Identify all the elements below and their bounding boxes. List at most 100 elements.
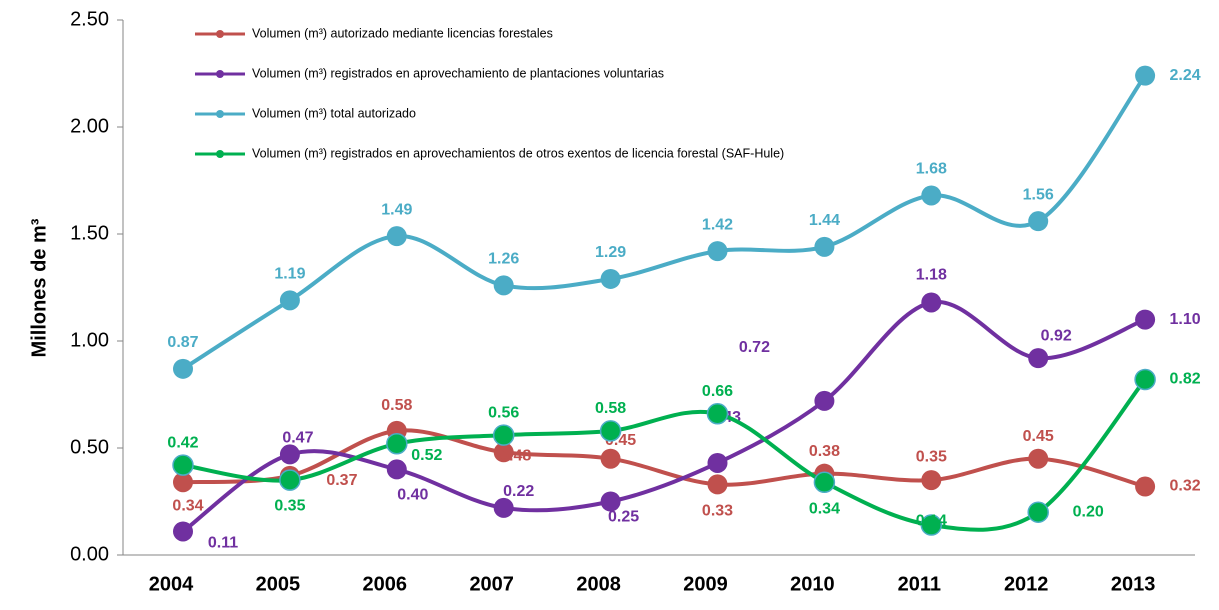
data-point <box>1028 448 1049 469</box>
value-label: 1.29 <box>595 244 626 261</box>
value-label: 0.33 <box>702 503 733 520</box>
value-label: 0.38 <box>809 443 840 460</box>
y-tick-label: 0.00 <box>70 543 109 565</box>
value-label: 0.32 <box>1170 478 1201 495</box>
x-tick-label: 2007 <box>469 573 514 595</box>
data-point <box>813 471 836 493</box>
value-label: 0.37 <box>326 472 357 489</box>
y-tick-label: 2.00 <box>70 115 109 137</box>
data-point <box>173 358 193 379</box>
legend-label: Volumen (m³) total autorizado <box>252 106 416 120</box>
value-label: 0.22 <box>503 483 534 500</box>
series-line <box>182 428 1146 489</box>
legend-label: Volumen (m³) registrados en aprovechamie… <box>252 66 664 80</box>
data-point <box>599 420 622 442</box>
value-label: 0.42 <box>167 434 198 451</box>
legend-marker <box>216 150 224 158</box>
x-tick-label: 2012 <box>1004 573 1049 595</box>
data-point <box>279 444 300 465</box>
data-point <box>706 403 729 425</box>
y-tick-label: 2.50 <box>70 8 109 30</box>
y-axis-label: Millones de m³ <box>28 218 50 357</box>
x-tick-label: 2006 <box>363 573 408 595</box>
legend-label: Volumen (m³) autorizado mediante licenci… <box>252 26 553 40</box>
data-point <box>1134 368 1156 391</box>
data-point <box>492 424 515 446</box>
data-point <box>1028 211 1049 232</box>
data-point <box>493 497 514 518</box>
x-tick-label: 2013 <box>1111 573 1156 595</box>
value-label: 1.44 <box>809 212 840 229</box>
data-point <box>493 442 514 463</box>
x-tick-label: 2004 <box>149 573 194 595</box>
value-label: 0.82 <box>1170 371 1201 388</box>
value-label: 0.52 <box>411 447 442 464</box>
value-label: 1.10 <box>1170 311 1201 328</box>
x-tick-label: 2009 <box>683 573 728 595</box>
x-tick-label: 2005 <box>256 573 301 595</box>
value-label: 0.56 <box>488 404 519 421</box>
data-point <box>920 514 943 536</box>
value-label: 0.47 <box>282 430 313 447</box>
x-tick-label: 2008 <box>576 573 621 595</box>
value-label: 0.45 <box>1023 428 1054 445</box>
series-line <box>181 300 1146 534</box>
legend-marker <box>216 70 224 78</box>
value-label: 1.49 <box>381 201 412 218</box>
value-label: 0.87 <box>167 334 198 351</box>
data-point <box>921 185 942 206</box>
value-label: 0.35 <box>916 448 947 465</box>
value-label: 1.42 <box>702 216 733 233</box>
data-point <box>707 452 728 473</box>
data-point <box>600 491 621 512</box>
value-label: 0.92 <box>1041 327 1072 344</box>
data-point <box>386 432 408 455</box>
data-point <box>707 474 728 495</box>
value-label: 1.68 <box>916 161 947 178</box>
data-point <box>1135 309 1156 330</box>
data-point <box>173 472 193 493</box>
y-tick-label: 1.00 <box>70 329 109 351</box>
value-label: 1.19 <box>274 266 305 283</box>
data-point <box>600 268 621 289</box>
value-label: 0.58 <box>381 397 412 414</box>
data-point <box>814 236 835 257</box>
data-point <box>1027 501 1049 523</box>
y-tick-label: 0.50 <box>70 436 109 458</box>
data-point <box>493 275 514 296</box>
data-point <box>279 290 300 311</box>
series-line <box>181 74 1147 371</box>
data-point <box>600 448 621 469</box>
value-label: 0.66 <box>702 383 733 400</box>
data-point <box>386 226 407 247</box>
data-point <box>921 292 942 313</box>
value-label: 0.20 <box>1073 503 1104 520</box>
value-label: 0.14 <box>916 512 947 529</box>
data-point <box>386 459 407 480</box>
series-line <box>182 378 1147 532</box>
data-point <box>1028 348 1049 369</box>
value-label: 0.72 <box>739 339 770 356</box>
x-tick-label: 2010 <box>790 573 835 595</box>
data-point <box>172 454 194 476</box>
data-point <box>814 390 835 411</box>
data-point <box>1135 476 1156 497</box>
value-label: 1.26 <box>488 251 519 268</box>
value-label: 0.40 <box>397 487 428 504</box>
value-label: 1.18 <box>916 267 947 284</box>
value-label: 0.48 <box>500 447 531 464</box>
data-point <box>173 521 193 542</box>
legend-label: Volumen (m³) registrados en aprovechamie… <box>252 146 784 160</box>
value-label: 0.11 <box>208 535 238 552</box>
value-label: 0.25 <box>608 509 639 526</box>
legend-marker <box>216 110 224 118</box>
value-label: 1.56 <box>1023 186 1054 203</box>
value-label: 0.35 <box>274 497 305 514</box>
value-label: 0.34 <box>809 500 840 517</box>
data-point <box>279 469 301 491</box>
legend-marker <box>216 30 224 38</box>
data-point <box>707 241 728 262</box>
value-label: 0.34 <box>172 497 203 514</box>
data-point <box>921 470 942 491</box>
